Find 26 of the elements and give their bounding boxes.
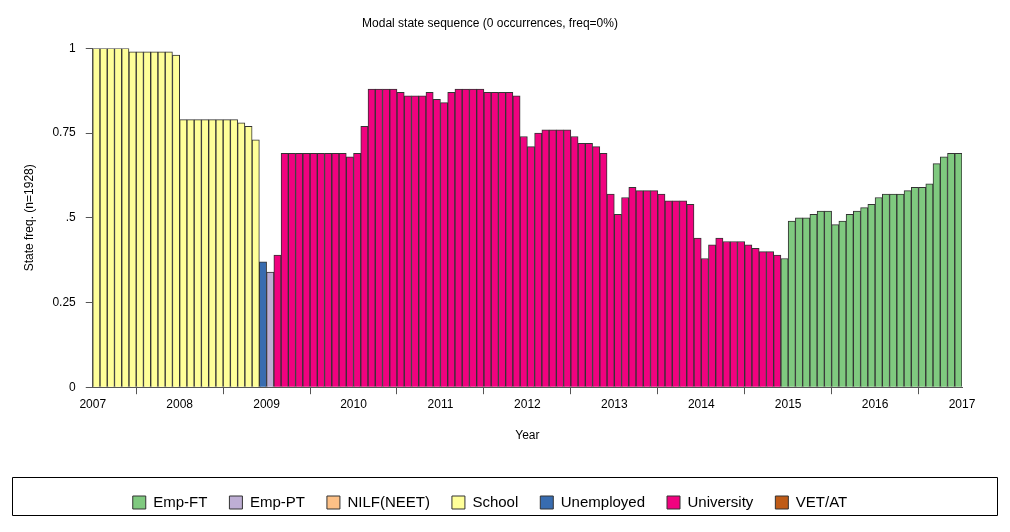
x-tick-label: 2015	[774, 396, 802, 411]
x-tick-label: 2009	[253, 396, 281, 411]
y-tick-label: .5	[65, 210, 77, 225]
x-tick-label: 2011	[427, 396, 454, 411]
legend-label: VET/AT	[795, 492, 848, 510]
x-axis-title: Year	[515, 428, 540, 443]
x-tick-label: 2007	[79, 396, 107, 411]
legend-label: Emp-PT	[249, 492, 305, 510]
y-tick-label: 0.25	[52, 294, 77, 309]
y-axis-title: State freq. (n=1928)	[21, 164, 36, 272]
x-tick-label: 2014	[687, 396, 715, 411]
y-tick-label: 0	[69, 379, 77, 394]
x-tick-label: 2013	[600, 396, 628, 411]
y-tick-label: 0.75	[52, 125, 77, 140]
x-tick-label: 2012	[514, 396, 542, 411]
legend-label: Unemployed	[560, 492, 646, 510]
legend-label: Emp-FT	[153, 492, 208, 510]
x-tick-label: 2010	[340, 396, 368, 411]
legend-label: University	[687, 492, 754, 510]
x-tick-label: 2017	[948, 396, 976, 411]
legend-label: NILF(NEET)	[347, 492, 430, 510]
legend-label: School	[472, 492, 519, 510]
x-tick-label: 2008	[166, 396, 194, 411]
y-tick-label: 1	[69, 40, 77, 55]
chart-title: Modal state sequence (0 occurrences, freq=0%)	[362, 15, 618, 30]
x-tick-label: 2016	[861, 396, 889, 411]
